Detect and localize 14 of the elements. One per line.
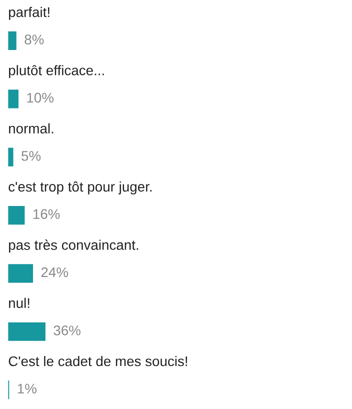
y-tick-label: normal. — [9, 123, 54, 134]
data-label: 5% — [22, 151, 41, 161]
y-tick-label: parfait! — [8, 6, 50, 20]
y-tick-label: pas très convaincant. — [8, 240, 138, 253]
y-tick-label: C'est le cadet de mes soucis! — [8, 356, 188, 366]
y-tick-label: nul! — [9, 298, 30, 308]
data-label: 1% — [18, 384, 36, 394]
data-label: 8% — [24, 34, 44, 44]
y-tick-label: c'est trop tôt pour juger. — [8, 181, 152, 194]
data-label: 16% — [33, 209, 60, 219]
data-label: 24% — [41, 267, 68, 278]
data-label: 10% — [27, 92, 54, 103]
y-tick-label: plutôt efficace... — [8, 65, 104, 78]
data-label: 36% — [54, 326, 80, 336]
